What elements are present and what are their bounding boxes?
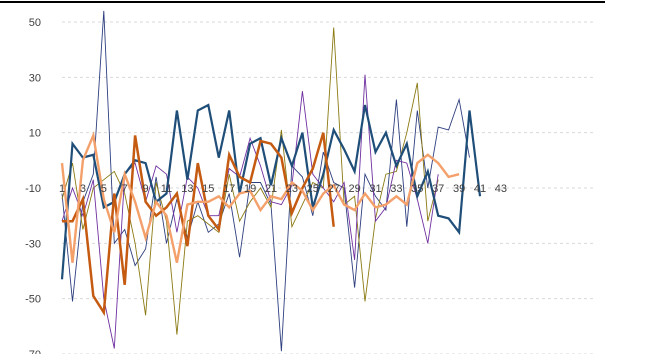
x-tick-label: 37 [432,183,444,195]
x-tick-label: 3 [80,183,86,195]
x-tick-label: 9 [143,183,149,195]
x-tick-label: 39 [453,183,465,195]
x-tick-label: 23 [286,183,298,195]
y-tick-label: 10 [29,128,41,140]
x-tick-label: 29 [348,183,360,195]
x-tick-label: 43 [495,183,507,195]
x-tick-label: 15 [202,183,214,195]
x-axis-tick-labels: 1 3 5 7 9 11 13 15 17 19 21 23 25 27 29 31 33 35 37 39 41 43 [59,183,507,195]
x-tick-label: 19 [244,183,256,195]
x-tick-label: 17 [223,183,235,195]
series-line-5 [62,132,335,317]
y-tick-label: -10 [25,183,41,195]
x-tick-label: 27 [328,183,340,195]
series-line-1 [61,10,470,352]
y-tick-label: 50 [29,17,41,29]
y-tick-label: -50 [25,294,41,306]
x-tick-label: 5 [101,183,107,195]
x-tick-label: 41 [474,183,486,195]
series-line-4 [60,103,482,280]
y-tick-label: -70 [25,349,41,354]
x-tick-label: 35 [411,183,423,195]
x-tick-label: 13 [181,183,193,195]
x-tick-label: 25 [307,183,319,195]
x-tick-label: 7 [122,183,128,195]
x-tick-label: 21 [265,183,277,195]
y-axis-tick-labels: 50 30 10 -10 -30 -50 -70 [25,17,41,354]
x-tick-label: 11 [161,183,172,195]
x-tick-label: 31 [369,183,381,195]
y-tick-label: 30 [29,72,41,84]
x-tick-label: 1 [59,183,65,195]
series-line-6 [60,131,460,263]
y-tick-label: -30 [25,238,41,250]
series-lines [60,10,482,352]
x-tick-label: 33 [390,183,402,195]
